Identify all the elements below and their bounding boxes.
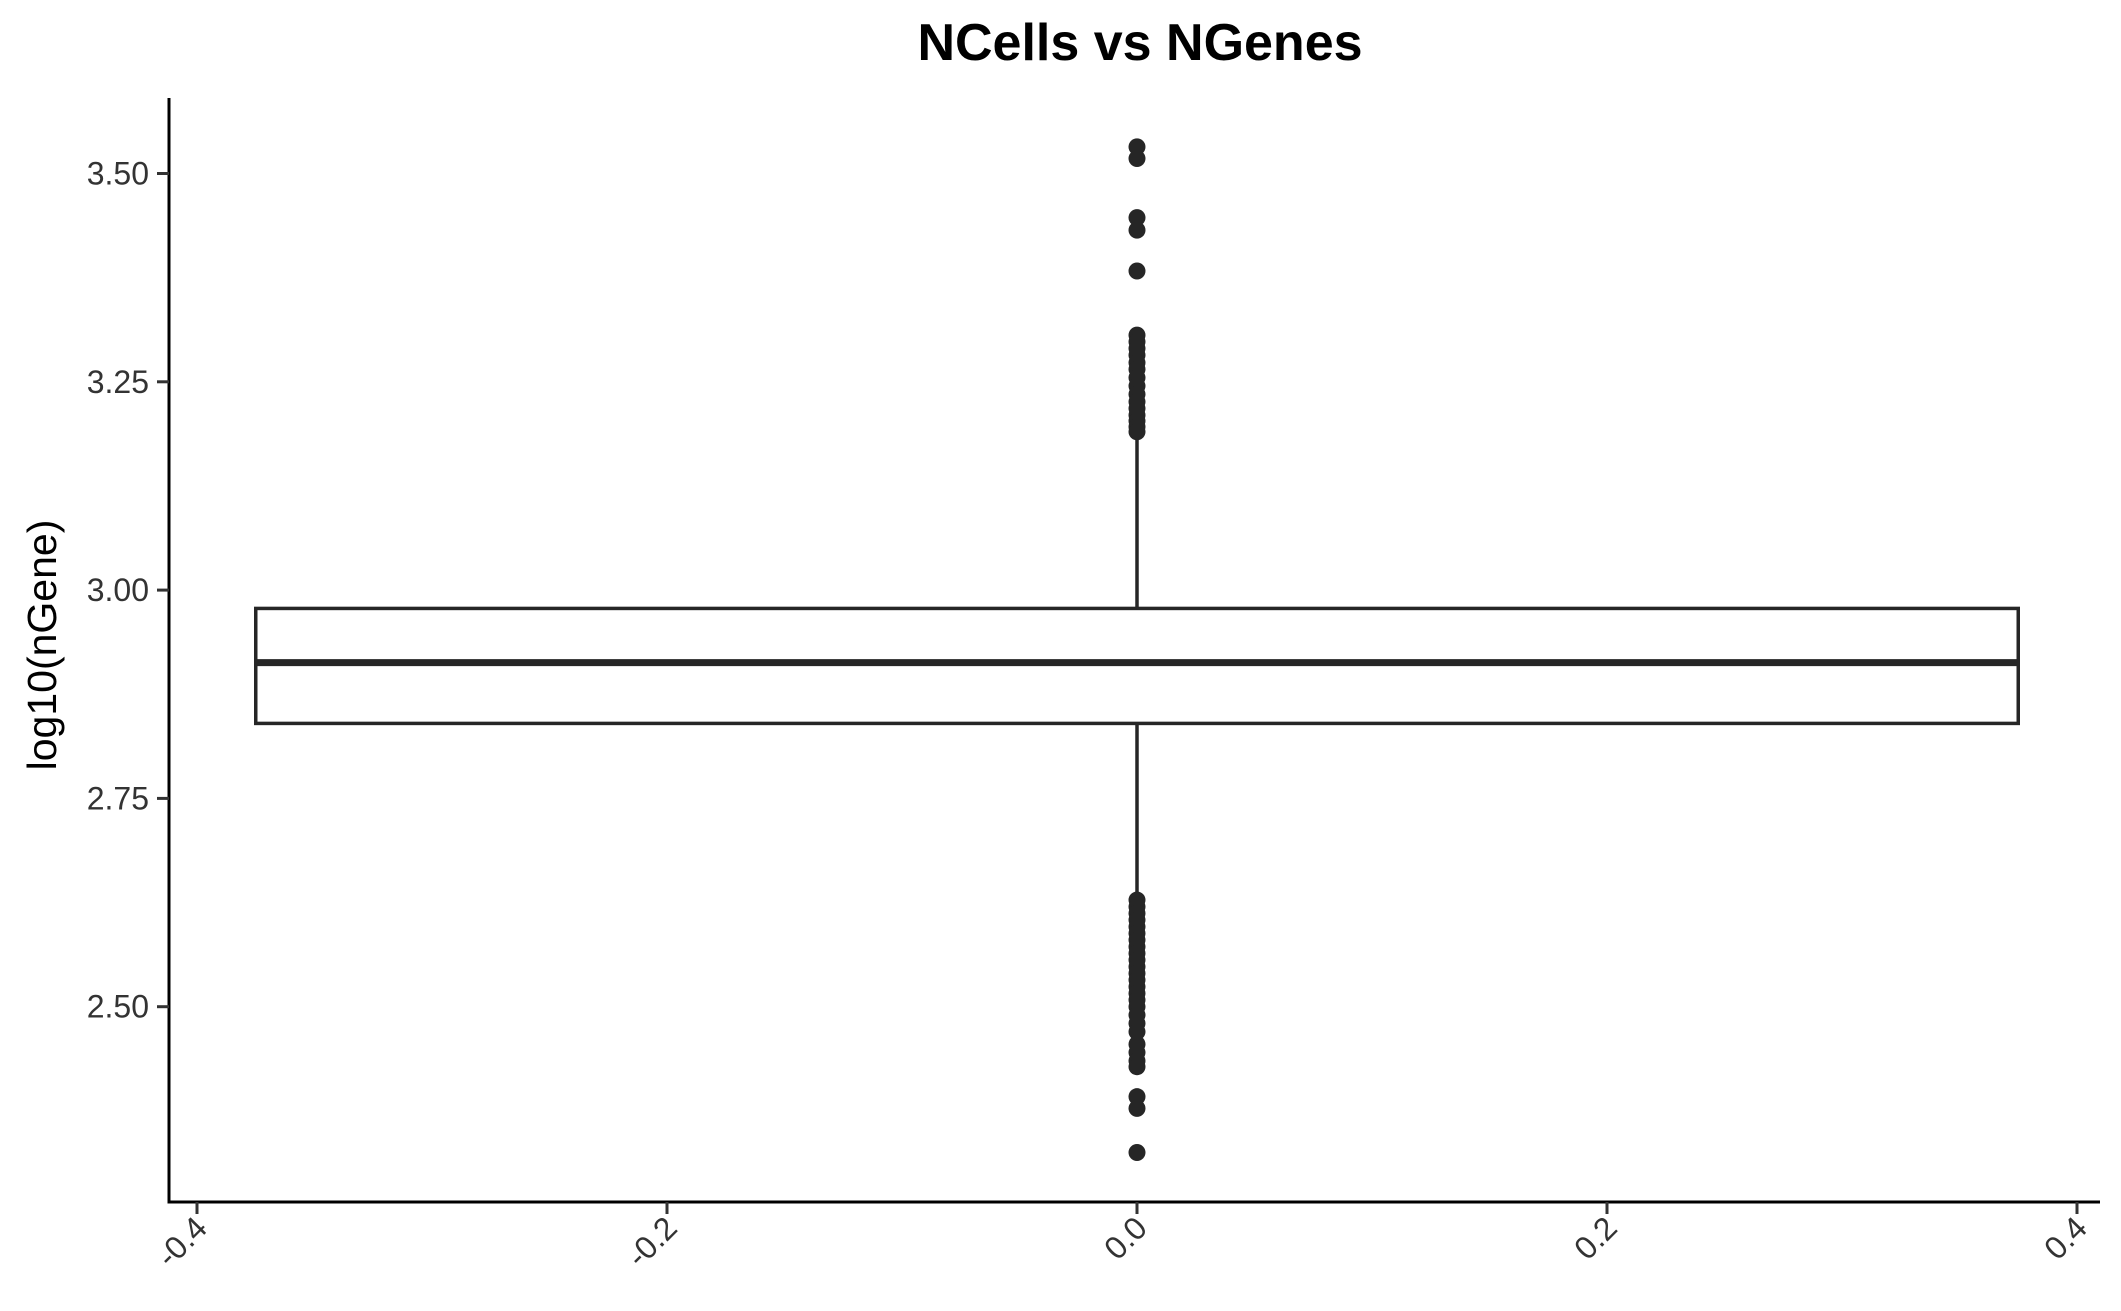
outlier-point — [1128, 138, 1146, 156]
x-tick-label: -0.4 — [150, 1209, 214, 1273]
y-tick-label: 2.75 — [87, 780, 149, 816]
x-tick-label: -0.2 — [620, 1209, 684, 1273]
chart-title: NCells vs NGenes — [917, 14, 1362, 72]
outlier-point — [1128, 1023, 1146, 1041]
y-axis-title: log10(nGene) — [19, 520, 65, 771]
y-tick-label: 3.50 — [87, 156, 149, 192]
outlier-point — [1128, 423, 1146, 441]
outlier-point — [1128, 1058, 1146, 1076]
outlier-point — [1128, 1099, 1146, 1117]
y-tick-label: 3.25 — [87, 364, 149, 400]
y-tick-label: 3.00 — [87, 572, 149, 608]
outlier-point — [1128, 150, 1146, 168]
outlier-point — [1128, 221, 1146, 239]
outlier-point — [1128, 1144, 1146, 1162]
y-tick-label: 2.50 — [87, 989, 149, 1025]
x-tick-label: 0.4 — [2037, 1209, 2094, 1266]
outlier-point — [1128, 262, 1146, 280]
outlier-point — [1128, 1088, 1146, 1106]
x-tick-label: 0.2 — [1567, 1209, 1624, 1266]
plot-area: 2.50 2.75 3.00 3.25 3.50 -0.4 -0.2 0.0 0.2 0.4 — [87, 98, 2100, 1274]
x-tick-label: 0.0 — [1097, 1209, 1154, 1266]
outlier-point — [1128, 209, 1146, 227]
